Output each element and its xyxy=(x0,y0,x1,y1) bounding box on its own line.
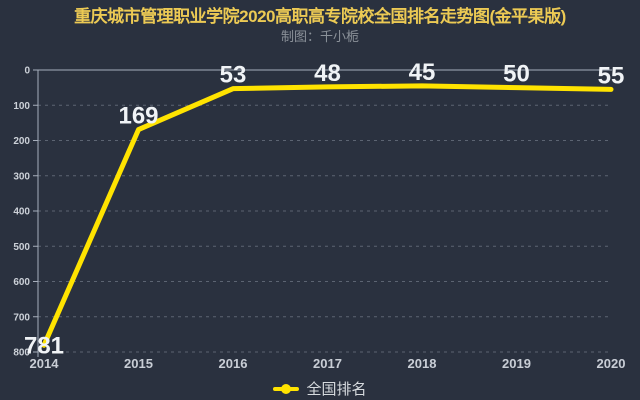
data-label: 169 xyxy=(118,103,158,130)
x-axis-label: 2014 xyxy=(30,356,60,371)
legend-line-dot-icon xyxy=(273,383,300,394)
x-axis-label: 2016 xyxy=(219,356,248,371)
x-axis-label: 2018 xyxy=(408,356,437,371)
y-axis-label: 800 xyxy=(13,348,30,359)
y-axis-label: 700 xyxy=(13,312,30,323)
data-label: 48 xyxy=(314,60,341,87)
legend-item-ranking[interactable]: 全国排名 xyxy=(0,378,640,399)
legend-label: 全国排名 xyxy=(306,381,367,398)
y-axis-label: 0 xyxy=(24,66,30,77)
x-axis-label: 2020 xyxy=(597,356,626,371)
data-label: 50 xyxy=(503,61,530,88)
chart-subtitle: 制图：千小栀 xyxy=(280,29,359,44)
page-title: 重庆城市管理职业学院2020高职高专院校全国排名走势图(金平果版) xyxy=(74,7,566,26)
x-axis-label: 2015 xyxy=(124,356,153,371)
y-axis-label: 300 xyxy=(13,171,30,182)
data-label: 781 xyxy=(24,332,64,359)
y-axis-label: 500 xyxy=(13,242,30,253)
y-axis-label: 100 xyxy=(13,101,30,112)
data-label: 53 xyxy=(220,62,247,89)
y-axis-label: 200 xyxy=(13,136,30,147)
data-label: 55 xyxy=(598,62,625,89)
x-axis-label: 2019 xyxy=(502,356,531,371)
data-label: 45 xyxy=(409,59,436,86)
x-axis-label: 2017 xyxy=(313,356,342,371)
y-axis-label: 400 xyxy=(13,207,30,218)
y-axis-label: 600 xyxy=(13,277,30,288)
ranking-line-series xyxy=(41,83,614,348)
